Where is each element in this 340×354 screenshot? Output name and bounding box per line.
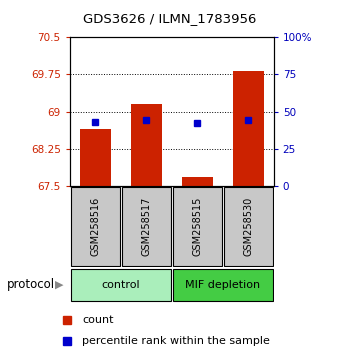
Text: GDS3626 / ILMN_1783956: GDS3626 / ILMN_1783956 [83, 12, 257, 25]
Bar [122, 188, 171, 267]
Bar [224, 188, 273, 267]
Text: GSM258517: GSM258517 [141, 197, 151, 256]
Text: control: control [101, 280, 140, 290]
Bar [182, 177, 212, 186]
Bar [71, 269, 171, 301]
Bar [71, 188, 120, 267]
Bar [131, 104, 162, 186]
Text: GSM258530: GSM258530 [243, 197, 253, 256]
Bar [80, 129, 110, 186]
Text: protocol: protocol [7, 279, 55, 291]
Bar [173, 269, 273, 301]
Text: count: count [82, 315, 114, 325]
Text: GSM258515: GSM258515 [192, 197, 202, 256]
Bar [233, 71, 264, 186]
Bar [173, 188, 222, 267]
Text: ▶: ▶ [55, 280, 64, 290]
Text: MIF depletion: MIF depletion [185, 280, 260, 290]
Text: percentile rank within the sample: percentile rank within the sample [82, 336, 270, 346]
Text: GSM258516: GSM258516 [90, 197, 100, 256]
